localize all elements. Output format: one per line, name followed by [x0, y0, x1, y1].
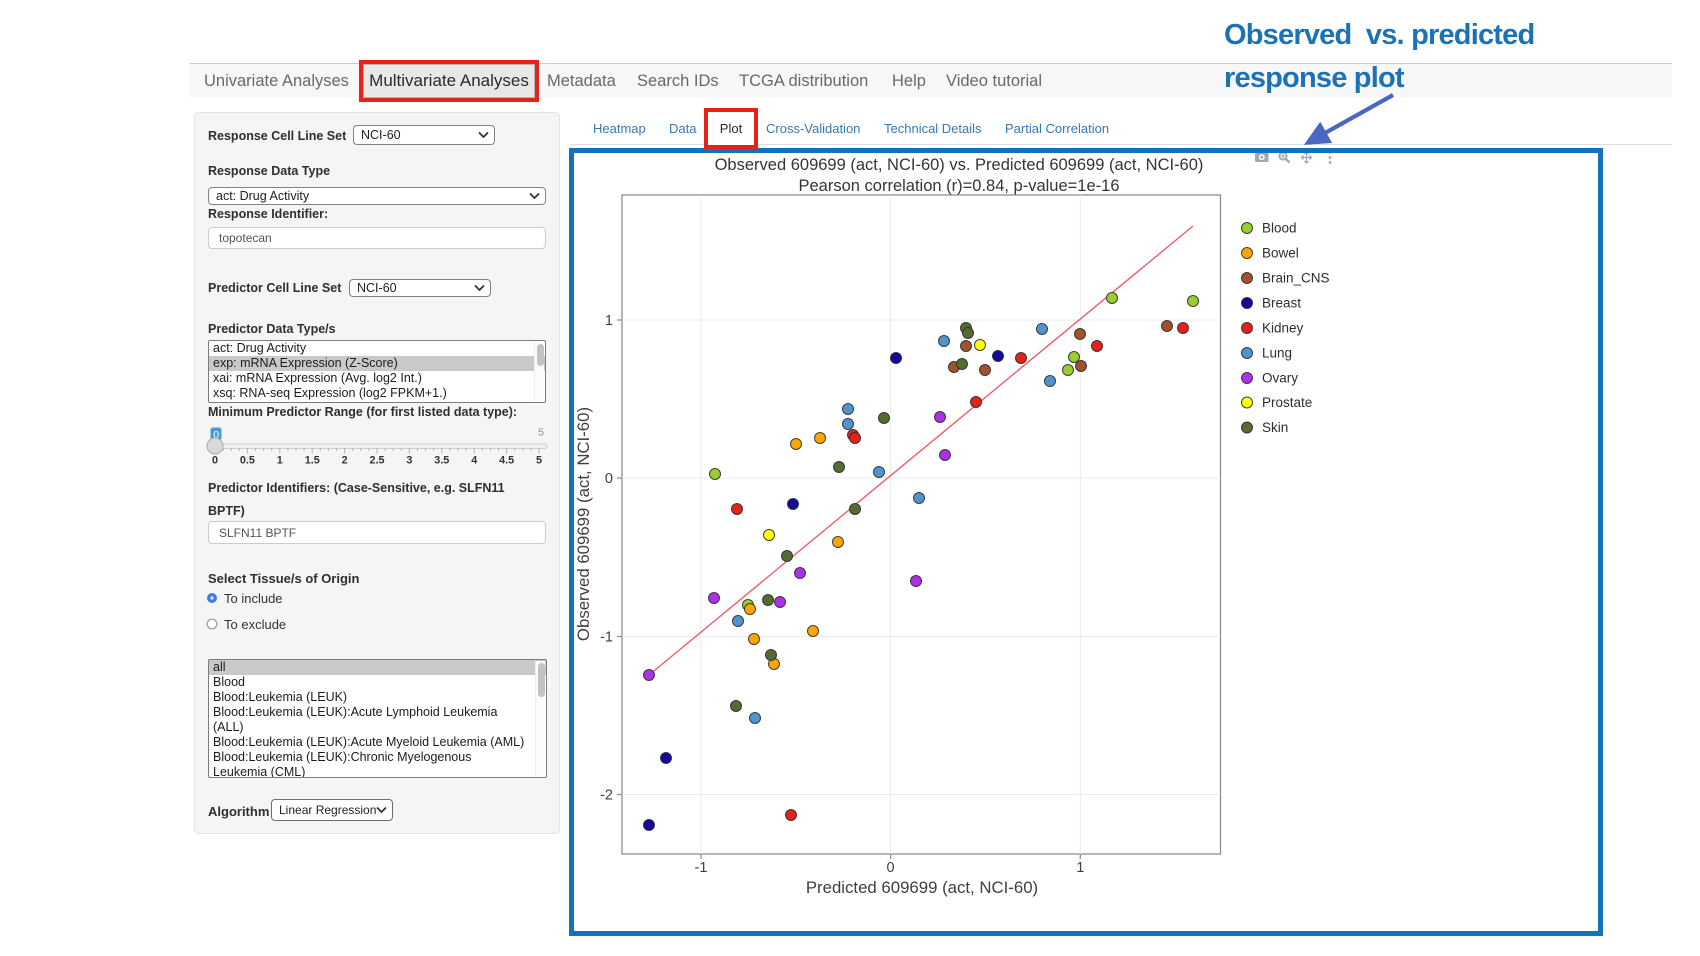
svg-text:1.5: 1.5: [305, 455, 320, 467]
svg-text:Breast: Breast: [1262, 296, 1301, 311]
svg-text:0.5: 0.5: [240, 455, 255, 467]
svg-text:Prostate: Prostate: [1262, 395, 1312, 410]
svg-text:Skin: Skin: [1262, 420, 1288, 435]
svg-text:1: 1: [1076, 860, 1084, 876]
svg-text:Observed 609699 (act, NCI-60): Observed 609699 (act, NCI-60) vs. Predic…: [715, 156, 1204, 174]
svg-text:0: 0: [213, 429, 219, 441]
svg-text:5: 5: [538, 427, 544, 439]
svg-text:Predicted 609699 (act, NCI-60): Predicted 609699 (act, NCI-60): [806, 878, 1038, 897]
svg-text:5: 5: [536, 455, 542, 467]
svg-text:1: 1: [605, 313, 613, 329]
svg-text:Blood: Blood: [1262, 221, 1297, 236]
svg-text:3.5: 3.5: [434, 455, 449, 467]
svg-text:Kidney: Kidney: [1262, 321, 1304, 336]
svg-text:2.5: 2.5: [369, 455, 384, 467]
svg-text:Bowel: Bowel: [1262, 246, 1299, 261]
svg-text:1: 1: [277, 455, 283, 467]
svg-text:3: 3: [406, 455, 412, 467]
svg-text:Ovary: Ovary: [1262, 371, 1298, 386]
svg-text:0: 0: [212, 455, 218, 467]
svg-text:Brain_CNS: Brain_CNS: [1262, 271, 1330, 286]
svg-text:Pearson correlation (r)=0.84,: Pearson correlation (r)=0.84, p-value=1e…: [798, 177, 1119, 195]
svg-text:4: 4: [471, 455, 477, 467]
svg-text:0: 0: [605, 471, 613, 487]
svg-text:Lung: Lung: [1262, 346, 1292, 361]
svg-text:-1: -1: [695, 860, 708, 876]
svg-text:0: 0: [887, 860, 895, 876]
svg-text:Observed 609699 (act, NCI-60): Observed 609699 (act, NCI-60): [574, 407, 593, 641]
svg-text:4.5: 4.5: [499, 455, 514, 467]
svg-text:-2: -2: [600, 788, 613, 804]
svg-text:2: 2: [342, 455, 348, 467]
svg-text:-1: -1: [600, 630, 613, 646]
